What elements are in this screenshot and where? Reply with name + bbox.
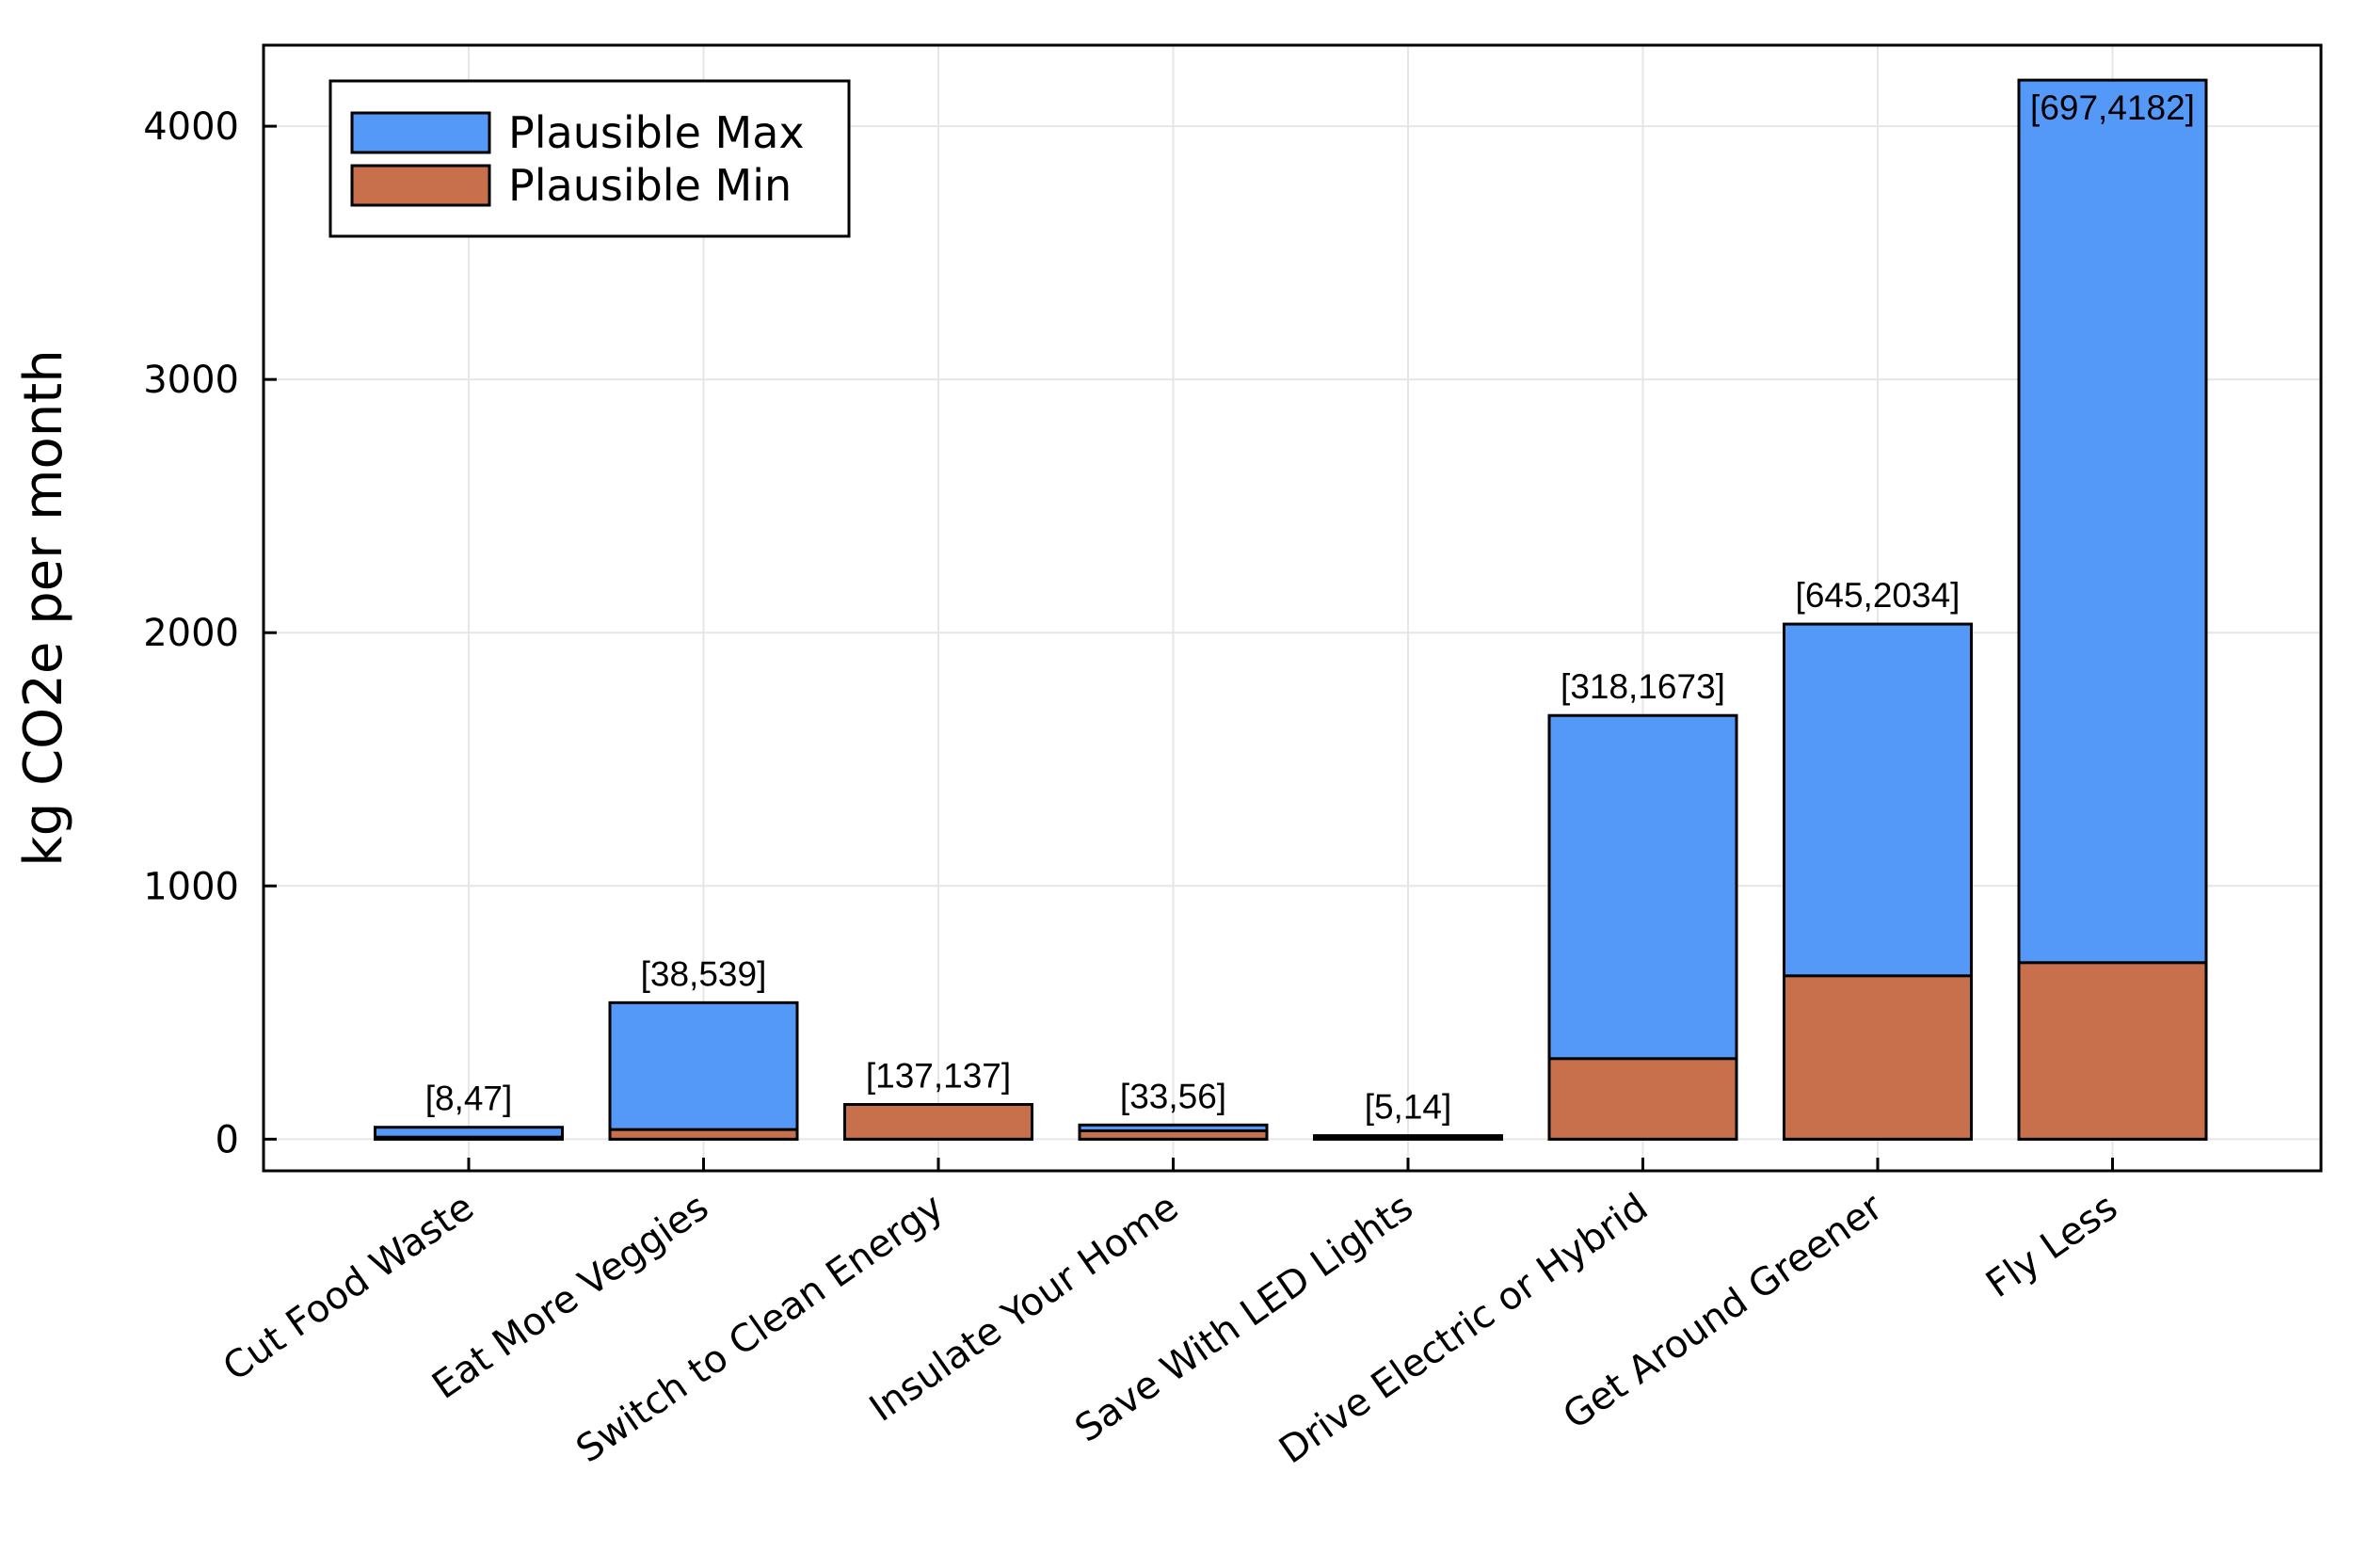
data-label: [318,1673] xyxy=(1561,667,1725,706)
data-label: [697,4182] xyxy=(2030,88,2195,127)
y-tick-label: 4000 xyxy=(143,105,239,149)
y-axis-title: kg CO2e per month xyxy=(13,349,74,866)
y-tick-label: 1000 xyxy=(143,865,239,908)
bar-plausible-max xyxy=(608,1000,799,1141)
data-label: [5,14] xyxy=(1365,1088,1452,1127)
legend-swatch xyxy=(350,164,491,207)
bars xyxy=(374,78,2208,1141)
data-label: [645,2034] xyxy=(1796,576,1961,615)
x-tick-label: Cut Food Waste xyxy=(216,1186,482,1390)
bar-plausible-min xyxy=(843,1103,1033,1141)
legend-label: Plausible Max xyxy=(508,107,805,158)
data-label: [33,56] xyxy=(1120,1077,1226,1115)
data-label: [38,539] xyxy=(641,954,767,993)
bar-plausible-min xyxy=(374,1135,564,1141)
data-label: [137,137] xyxy=(866,1057,1011,1096)
bar-plausible-min xyxy=(1078,1128,1269,1141)
y-tick-label: 3000 xyxy=(143,359,239,402)
data-labels: [8,47] [38,539] [137,137] [33,56] [5,14] [318… xyxy=(425,88,2195,1126)
legend-label: Plausible Min xyxy=(508,160,792,211)
bar-plausible-min xyxy=(1313,1136,1503,1141)
x-tick-label: Fly Less xyxy=(1978,1186,2125,1307)
y-tick-label: 0 xyxy=(216,1118,239,1161)
x-tick-label: Switch to Clean Energy xyxy=(568,1186,952,1472)
y-tick-label: 2000 xyxy=(143,612,239,655)
legend-swatch xyxy=(350,111,491,154)
bar-plausible-min xyxy=(1783,974,1973,1141)
bar-plausible-min xyxy=(2017,961,2208,1141)
data-label: [8,47] xyxy=(425,1080,513,1118)
x-tick-label: Drive Electric or Hybrid xyxy=(1272,1186,1656,1473)
plot-frame xyxy=(262,43,2323,1173)
bar-plausible-min xyxy=(608,1128,799,1141)
bar-plausible-min xyxy=(1547,1057,1738,1141)
legend-box xyxy=(328,79,851,238)
